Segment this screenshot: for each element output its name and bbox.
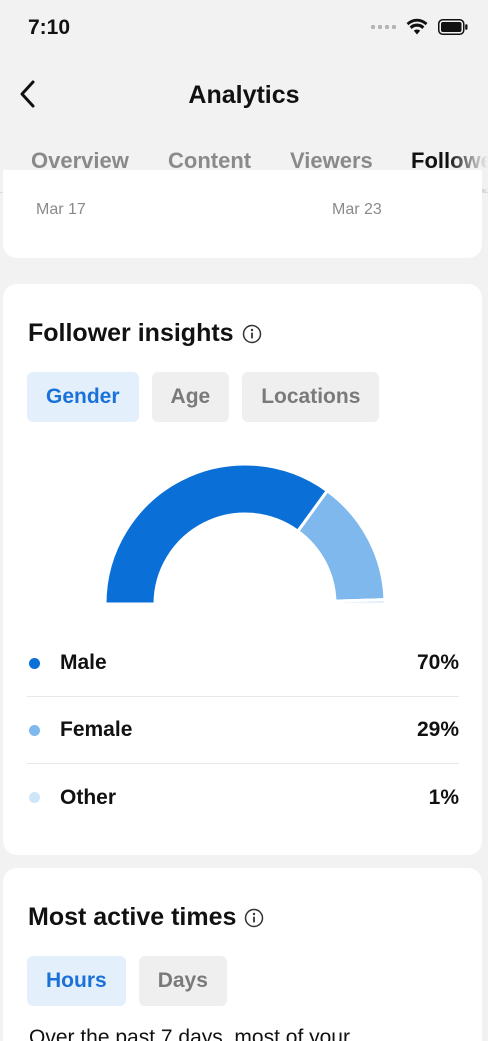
analytics-tabs: Overview Content Viewers Followers (0, 130, 488, 193)
legend-value-other: 1% (428, 785, 459, 809)
active-times-description: Over the past 7 days, most of your (29, 1026, 350, 1041)
legend-row-female: Female 29% (27, 697, 459, 764)
filter-locations[interactable]: Locations (242, 372, 380, 422)
most-active-times-card: Most active times Hours Days Over the pa… (3, 868, 482, 1041)
back-button[interactable] (10, 76, 46, 112)
filter-days[interactable]: Days (138, 956, 227, 1006)
legend-value-male: 70% (416, 651, 459, 674)
legend-label-male: Male (60, 651, 107, 674)
most-active-times-title: Most active times (28, 903, 264, 932)
page-title: Analytics (188, 81, 300, 109)
tab-viewers[interactable]: Viewers (290, 148, 373, 173)
info-icon[interactable] (242, 324, 262, 344)
battery-icon (438, 18, 468, 35)
legend-dot-other (29, 792, 40, 803)
tab-content[interactable]: Content (168, 148, 252, 173)
legend-dot-male (29, 657, 40, 669)
chart-date-start: Mar 17 (36, 201, 86, 218)
follower-insights-label: Follower insights (28, 319, 234, 347)
legend-row-male: Male 70% (27, 630, 459, 697)
legend-label-other: Other (60, 785, 117, 809)
followers-chart-card: Mar 17 Mar 23 (3, 170, 482, 258)
filter-gender[interactable]: Gender (27, 372, 139, 422)
legend-dot-female (29, 724, 40, 736)
wifi-icon (406, 18, 428, 35)
info-icon[interactable] (244, 908, 264, 928)
legend-label-female: Female (60, 718, 133, 741)
status-bar: 7:10 (0, 0, 488, 56)
filter-hours[interactable]: Hours (27, 956, 126, 1006)
signal-icon (371, 24, 396, 29)
chart-date-end: Mar 23 (332, 201, 382, 218)
most-active-times-label: Most active times (28, 903, 237, 931)
nav-bar: Analytics (0, 62, 488, 128)
gauge-segment-other (333, 598, 387, 606)
filter-age[interactable]: Age (151, 372, 230, 422)
follower-insights-card: Follower insights Gender Age Locations M… (3, 284, 482, 855)
legend-value-female: 29% (416, 718, 459, 741)
chevron-left-icon (20, 80, 35, 108)
status-time: 7:10 (28, 16, 71, 39)
insights-filter-row: Gender Age Locations (27, 372, 380, 422)
active-times-filter-row: Hours Days (27, 956, 227, 1006)
gauge-segment-male (103, 462, 330, 606)
legend-row-other: Other 1% (27, 764, 459, 831)
gender-gauge-chart (103, 462, 387, 606)
tab-overview[interactable]: Overview (31, 148, 129, 173)
status-icons (371, 18, 468, 35)
follower-insights-title: Follower insights (28, 319, 262, 348)
